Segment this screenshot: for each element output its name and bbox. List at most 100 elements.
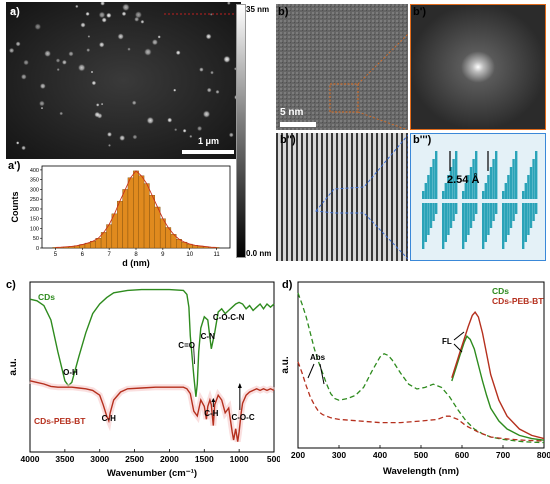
hist-bar bbox=[159, 218, 166, 249]
hist-x-tick-label: 9 bbox=[161, 252, 165, 258]
uv-annotation-arrow bbox=[307, 363, 315, 379]
ftir-x-tick-label: 2000 bbox=[160, 454, 179, 464]
afm-scale-bar bbox=[182, 150, 234, 154]
uv-plot-area bbox=[297, 281, 545, 449]
hist-y-tick-label: 150 bbox=[30, 217, 39, 223]
uv-x-tick-label: 800 bbox=[537, 450, 550, 460]
uv-y-axis-label: a.u. bbox=[280, 356, 291, 373]
uv-x-axis-label: Wavelength (nm) bbox=[383, 466, 459, 477]
hist-x-tick-label: 10 bbox=[186, 252, 193, 258]
hist-y-tick-label: 200 bbox=[30, 207, 39, 213]
ftir-x-tick-label: 1000 bbox=[230, 454, 249, 464]
uv-annotation-arrow bbox=[453, 331, 465, 341]
ftir-x-tick-label: 3000 bbox=[90, 454, 109, 464]
uv-x-tick-label: 700 bbox=[496, 450, 510, 460]
ftir-annotation-arrowhead bbox=[237, 383, 242, 388]
hist-bar bbox=[154, 206, 161, 249]
hist-bar bbox=[111, 213, 118, 249]
uv-legend-cds: CDs bbox=[492, 286, 509, 296]
ftir-annotation-arrowhead bbox=[211, 398, 216, 402]
hist-fit-curve bbox=[55, 170, 217, 248]
panel-label-b-dprime: b'') bbox=[280, 134, 296, 146]
ftir-chart: 4000 3500 3000 2500 2000 1500 1000 500 Wavenumbe… bbox=[8, 281, 280, 479]
uv-vis-chart: 200 300 400 500 600 700 800 Wavelength (nm) a.u.… bbox=[280, 281, 550, 477]
hist-x-tick-label: 6 bbox=[81, 252, 85, 258]
ftir-annotation: C-O-C bbox=[231, 413, 254, 422]
hist-y-tick-label: 400 bbox=[30, 168, 39, 174]
ftir-legend-cds: CDs bbox=[38, 292, 55, 302]
afm-scale-label: 1 μm bbox=[198, 136, 220, 146]
hist-y-tick-label: 100 bbox=[30, 226, 39, 232]
ftir-legend-cds-peb-bt: CDs-PEB-BT bbox=[34, 416, 86, 426]
panel-label-a-prime: a') bbox=[8, 160, 21, 172]
hist-x-tick-label: 8 bbox=[134, 252, 138, 258]
ftir-annotation: C=O bbox=[178, 341, 195, 350]
ftir-annotation: C-H bbox=[204, 409, 218, 418]
hist-bar bbox=[149, 195, 155, 249]
hist-x-tick-label: 7 bbox=[107, 252, 111, 258]
colorbar-min-label: 0.0 nm bbox=[246, 249, 272, 258]
hist-bar bbox=[122, 189, 129, 249]
uv-legend-cds-peb-bt: CDs-PEB-BT bbox=[492, 296, 544, 306]
lattice-image bbox=[276, 133, 408, 261]
hist-bar bbox=[127, 177, 134, 249]
hrtem-scale-bar bbox=[280, 122, 316, 127]
lattice-profile-image bbox=[410, 133, 546, 261]
afm-particles bbox=[8, 2, 240, 151]
uv-x-tick-label: 500 bbox=[414, 450, 428, 460]
uv-abs-series-line bbox=[297, 361, 545, 442]
lattice-spacing-label: 2.54 Å bbox=[447, 174, 480, 186]
uv-annotation-abs: Abs bbox=[310, 353, 326, 362]
panel-label-b-tprime: b''') bbox=[413, 134, 432, 146]
ftir-y-axis-label: a.u. bbox=[8, 358, 19, 375]
ftir-x-axis-label: Wavenumber (cm⁻¹) bbox=[107, 468, 197, 479]
fft-image bbox=[410, 4, 546, 130]
uv-annotation-arrow bbox=[319, 363, 325, 385]
uv-x-tick-label: 400 bbox=[373, 450, 387, 460]
uv-x-tick-label: 200 bbox=[291, 450, 305, 460]
ftir-x-tick-label: 2500 bbox=[125, 454, 144, 464]
panel-label-b: b) bbox=[278, 6, 289, 18]
panel-label-c: c) bbox=[6, 279, 16, 291]
ftir-annotation-arrow bbox=[193, 345, 195, 365]
afm-colorbar bbox=[236, 4, 246, 258]
hrtem-image bbox=[276, 4, 408, 130]
hist-x-axis-label: d (nm) bbox=[122, 258, 150, 268]
hist-y-tick-label: 0 bbox=[36, 246, 39, 252]
afm-image bbox=[6, 2, 241, 159]
ftir-series-line bbox=[29, 380, 275, 442]
ftir-x-tick-label: 3500 bbox=[55, 454, 74, 464]
hist-x-tick-label: 5 bbox=[54, 252, 58, 258]
ftir-x-tick-label: 1500 bbox=[195, 454, 214, 464]
hist-x-tick-label: 11 bbox=[213, 252, 220, 258]
ftir-annotation: C-O-C-N bbox=[213, 313, 245, 322]
ftir-series-line bbox=[29, 288, 275, 397]
hist-y-tick-label: 50 bbox=[33, 236, 39, 242]
uv-x-tick-label: 600 bbox=[455, 450, 469, 460]
histogram-chart: 5 6 7 8 9 10 11 0 50 100 150 200 250 300 350 400 d (nm) C… bbox=[10, 165, 231, 268]
hist-y-tick-label: 300 bbox=[30, 187, 39, 193]
panel-label-b-prime: b') bbox=[413, 6, 426, 18]
hist-bar bbox=[116, 200, 123, 249]
hist-y-tick-label: 250 bbox=[30, 197, 39, 203]
hrtem-scale-label: 5 nm bbox=[280, 107, 304, 118]
uv-x-tick-label: 300 bbox=[332, 450, 346, 460]
ftir-annotation: C-N bbox=[201, 332, 215, 341]
hist-bar bbox=[133, 170, 139, 249]
hist-bar bbox=[138, 175, 145, 249]
uv-annotation-arrow bbox=[453, 343, 463, 353]
uv-fl-series-line bbox=[451, 311, 545, 440]
panel-label-d: d) bbox=[282, 279, 293, 291]
colorbar-max-label: 35 nm bbox=[246, 5, 270, 14]
panel-label-a: a) bbox=[10, 6, 20, 18]
uv-fl-series-line bbox=[451, 334, 545, 441]
ftir-annotation: C-H bbox=[102, 414, 116, 423]
ftir-x-tick-label: 500 bbox=[267, 454, 280, 464]
uv-abs-series-line bbox=[297, 292, 545, 444]
hist-y-axis-label: Counts bbox=[10, 192, 20, 223]
hist-bar bbox=[143, 183, 150, 249]
ftir-x-tick-label: 4000 bbox=[21, 454, 40, 464]
ftir-annotation: O-H bbox=[63, 368, 78, 377]
uv-annotation-fl: FL bbox=[442, 337, 452, 346]
